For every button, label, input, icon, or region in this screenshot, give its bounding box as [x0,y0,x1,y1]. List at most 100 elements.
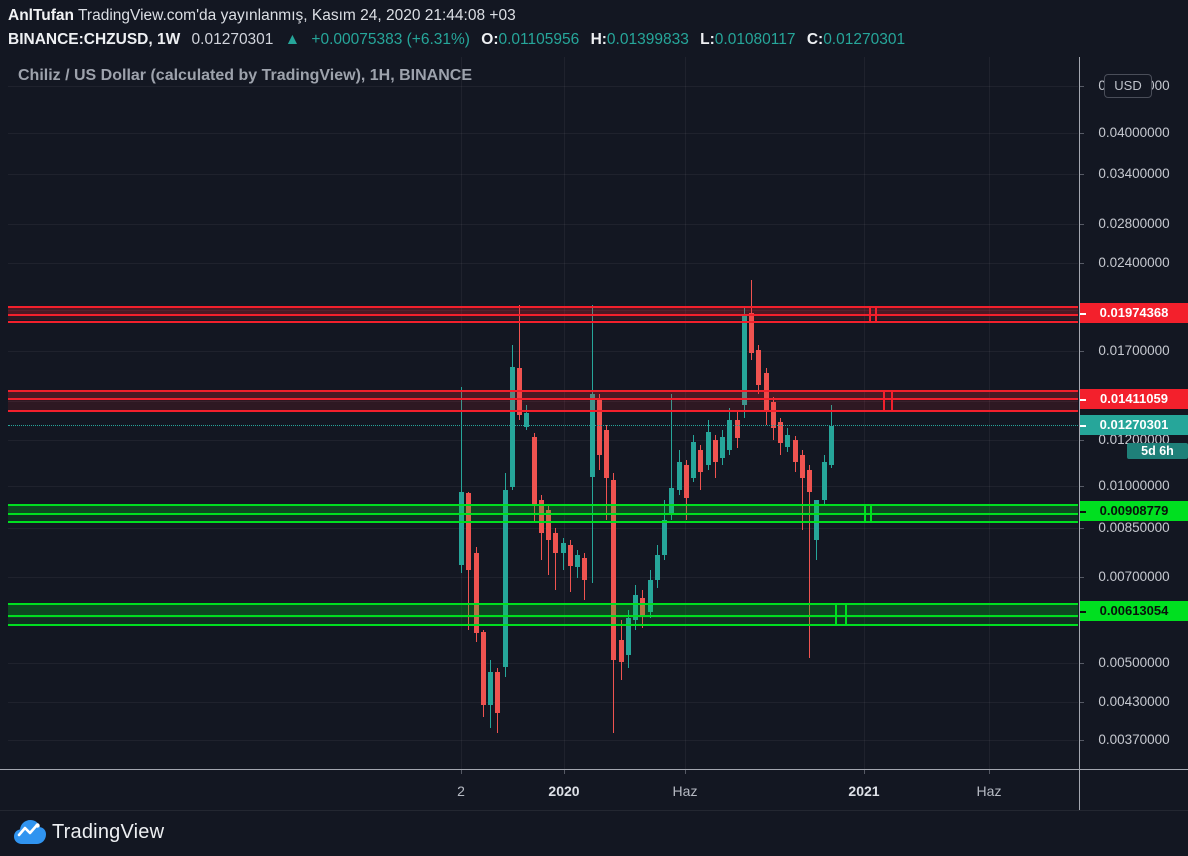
candle-up [785,435,790,447]
time-axis-label: 2021 [848,783,880,799]
support-band-fill [8,513,1078,521]
candle-up [561,543,566,553]
candle-up [829,426,834,465]
support-price-badge: 0.00908779 [1080,501,1188,521]
open-value: 0.01105956 [498,31,580,48]
gridline-v [989,57,990,769]
gridline-h [8,740,1078,741]
resistance-band-fill [8,398,1078,410]
candle-down [466,493,471,570]
resistance-band-line [8,390,1078,392]
candle-wick [519,305,520,420]
candle-up [669,488,674,515]
candle-down [771,402,776,428]
brand-name[interactable]: TradingView [52,821,165,843]
band-handle[interactable] [864,504,866,523]
axis-tick-dash [1080,313,1086,315]
resistance-band-fill [8,306,1078,315]
candle-down [749,313,754,353]
currency-button[interactable]: USD [1104,74,1152,98]
price-change: +0.00075383 (+6.31%) [311,31,470,48]
candle-wick [563,538,564,570]
support-band-fill [8,603,1078,615]
band-handle[interactable] [845,603,847,626]
resistance-band-line [8,321,1078,323]
price-axis-tick [1080,577,1084,578]
price-axis-label: 0.01700000 [1098,343,1170,358]
time-axis-label: 2020 [548,783,580,799]
candle-down [619,640,624,662]
candle-down [582,558,587,580]
price-axis-tick [1080,263,1084,264]
time-axis-label: Haz [672,783,698,799]
support-band-line [8,615,1078,617]
gridline-h [8,486,1078,487]
gridline-v [685,57,686,769]
price-axis[interactable] [1080,57,1188,769]
candle-down [684,465,689,498]
low-label: L: [700,31,715,48]
time-axis[interactable] [0,770,1078,810]
candle-down [698,450,703,472]
price-axis-tick [1080,740,1084,741]
publish-text: TradingView.com'da yayınlanmış, Kasım 24… [74,7,516,24]
bar-countdown-badge: 5d 6h [1127,443,1188,459]
band-handle[interactable] [891,390,893,412]
band-handle[interactable] [869,306,871,323]
time-axis-label: 2 [457,783,465,799]
candle-wick [461,387,462,573]
candle-up [524,413,529,427]
candle-down [764,373,769,412]
candle-up [488,672,493,705]
footer-separator [0,810,1188,811]
time-axis-tick [864,769,865,774]
candle-down [778,422,783,443]
candle-up [822,462,827,500]
support-band-line [8,504,1078,506]
support-band-line [8,513,1078,515]
price-axis-label: 0.02800000 [1098,216,1170,231]
price-axis-tick [1080,702,1084,703]
gridline-h [8,174,1078,175]
candle-up [626,618,631,655]
last-price-line [8,425,1078,426]
candle-wick [570,540,571,592]
tradingview-cloud-icon[interactable] [13,819,47,850]
candle-down [539,500,544,533]
band-handle[interactable] [875,306,877,323]
gridline-h [8,663,1078,664]
candle-down [553,533,558,553]
price-axis-tick [1080,440,1084,441]
candle-up [706,432,711,465]
candle-up [691,442,696,478]
change-arrow-icon: ▲ [284,31,301,48]
price-axis-label: 0.00430000 [1098,694,1170,709]
support-price-badge: 0.00613054 [1080,601,1188,621]
time-axis-tick [461,769,462,774]
band-handle[interactable] [870,504,872,523]
gridline-h [8,577,1078,578]
candle-wick [548,505,549,575]
resistance-band-line [8,410,1078,412]
chart-title: Chiliz / US Dollar (calculated by Tradin… [18,67,473,84]
last-price: 0.01270301 [191,31,274,48]
candle-down [735,420,740,438]
candle-down [640,598,645,615]
high-label: H: [590,31,607,48]
close-value: 0.01270301 [823,31,906,48]
support-band-line [8,521,1078,523]
candle-down [756,350,761,385]
support-band-line [8,624,1078,626]
price-axis-label: 0.01000000 [1098,478,1170,493]
axis-tick-dash [1080,399,1086,401]
candle-up [459,492,464,565]
gridline-h [8,86,1078,87]
candle-down [568,545,573,566]
band-handle[interactable] [883,390,885,412]
price-axis-label: 0.00700000 [1098,569,1170,584]
gridline-h [8,401,1078,402]
price-axis-label: 0.00850000 [1098,520,1170,535]
price-axis-label: 0.00370000 [1098,732,1170,747]
band-handle[interactable] [835,603,837,626]
